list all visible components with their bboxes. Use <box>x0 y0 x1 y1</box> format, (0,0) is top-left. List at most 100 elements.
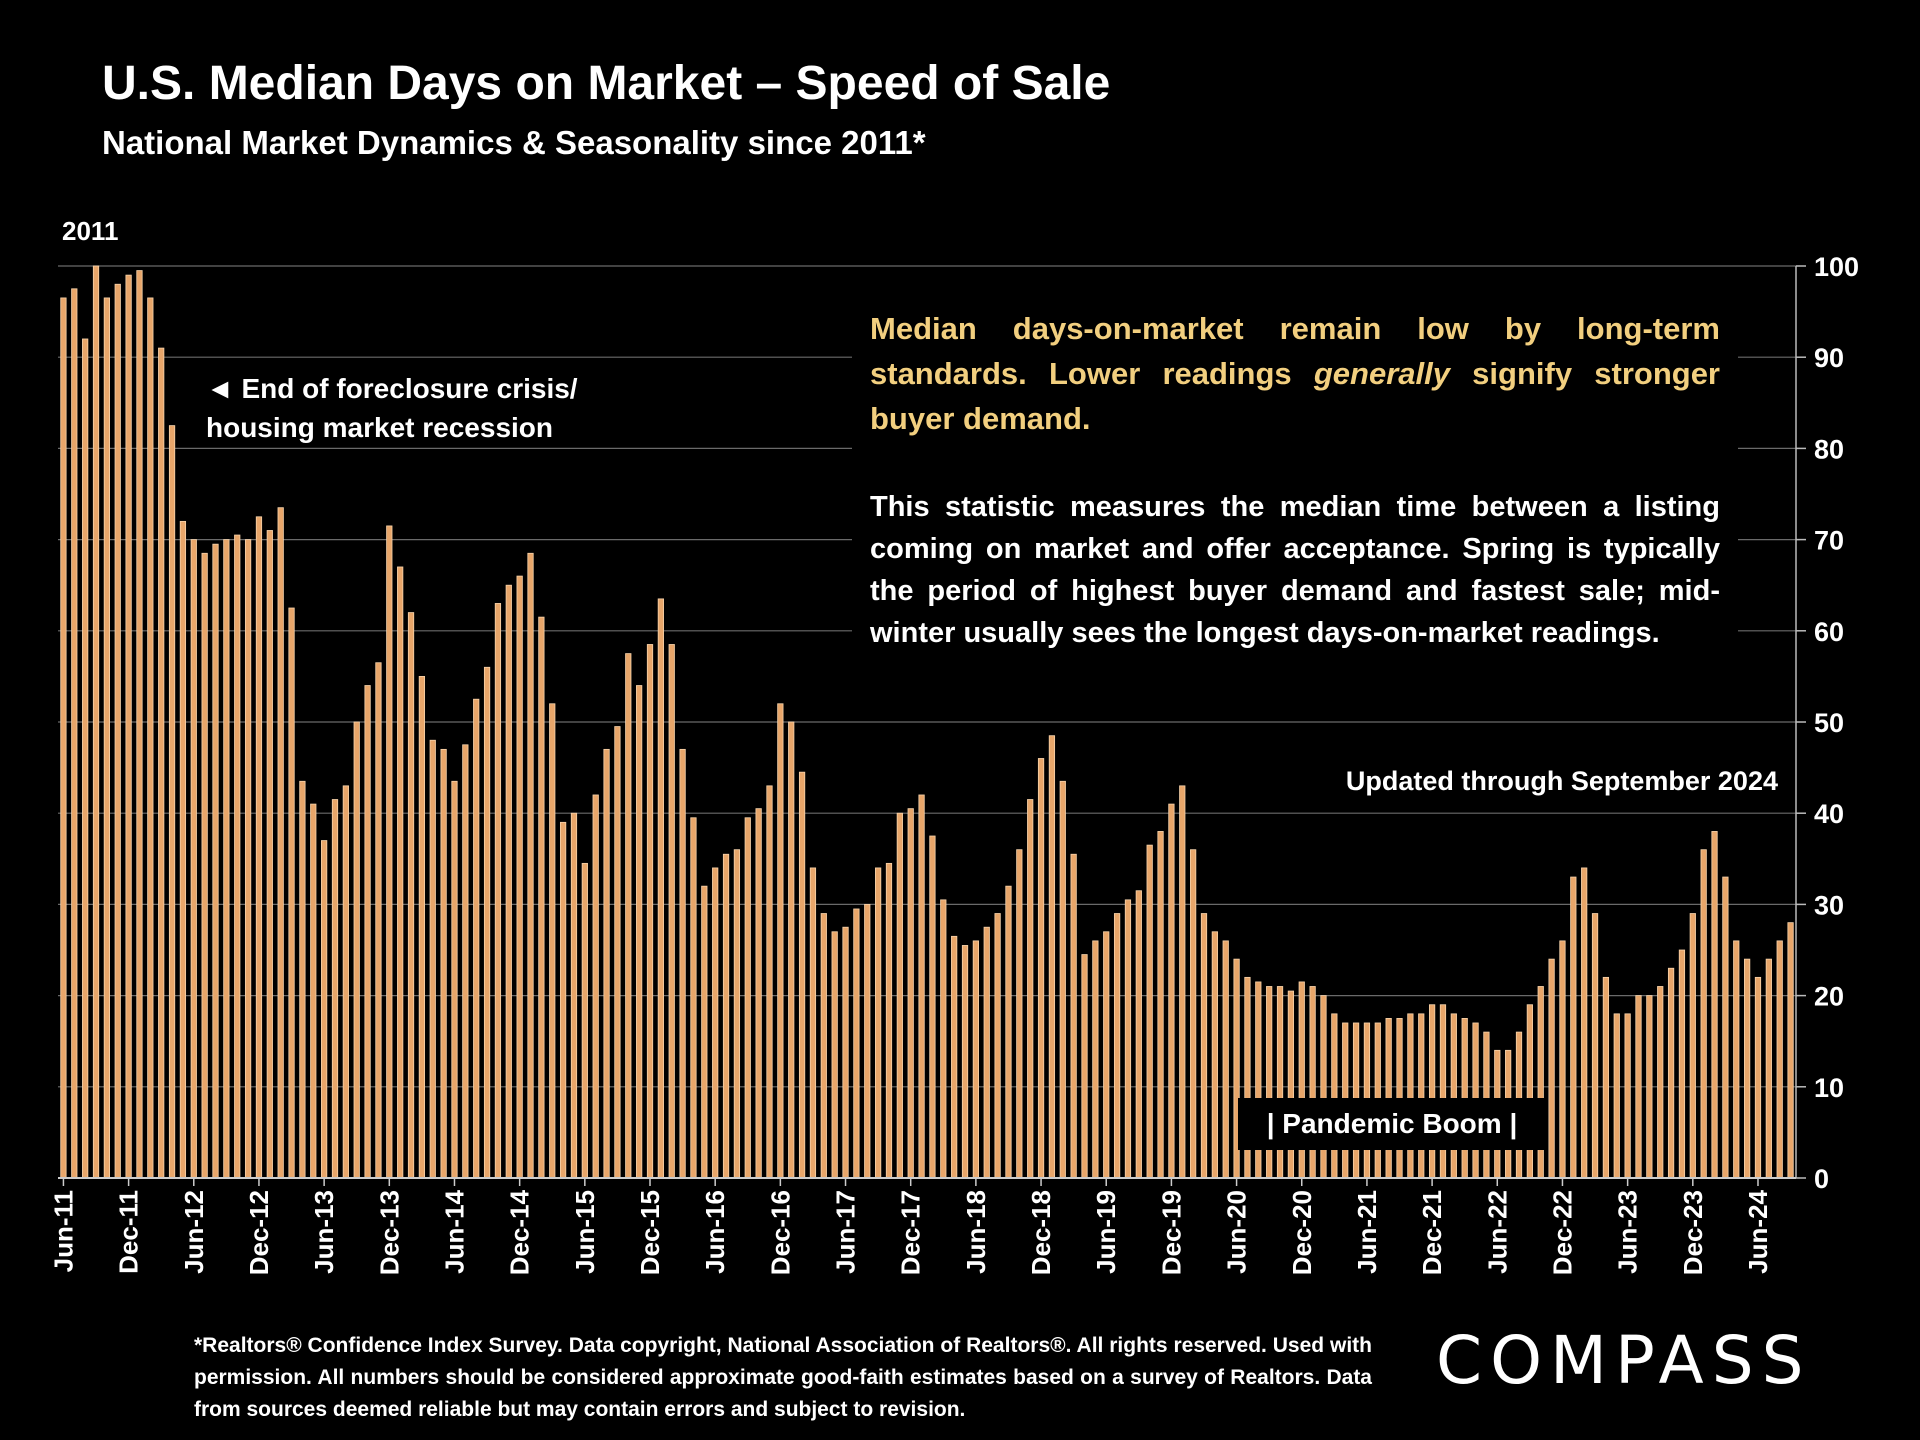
bar <box>1678 949 1686 1179</box>
bar <box>1657 986 1664 1179</box>
x-tick-label: Jun-17 <box>831 1190 861 1274</box>
bar <box>1787 922 1794 1179</box>
x-tick-label: Dec-19 <box>1156 1190 1186 1275</box>
bar <box>1711 831 1718 1179</box>
bar <box>570 812 578 1179</box>
x-tick-label: Jun-12 <box>179 1190 209 1274</box>
bar <box>82 338 89 1179</box>
y-tick-label: 10 <box>1814 1073 1844 1103</box>
bar <box>1733 940 1740 1179</box>
bar <box>1168 803 1175 1179</box>
bar <box>462 744 469 1179</box>
x-tick-label: Dec-20 <box>1287 1190 1317 1275</box>
bar <box>1407 1013 1414 1179</box>
bar <box>527 552 534 1179</box>
bar <box>853 908 860 1179</box>
bar <box>875 867 882 1179</box>
bar <box>559 821 567 1179</box>
bar <box>266 530 273 1179</box>
x-tick-label: Dec-12 <box>244 1190 274 1275</box>
x-tick-label: Jun-14 <box>439 1189 469 1273</box>
bar <box>342 785 349 1179</box>
bar <box>147 297 154 1179</box>
y-tick-label: 50 <box>1814 708 1844 738</box>
bar <box>798 771 806 1179</box>
bar <box>179 520 187 1179</box>
bar <box>1027 799 1034 1179</box>
x-tick-label: Dec-13 <box>374 1190 404 1275</box>
bar <box>255 516 263 1179</box>
bar <box>549 703 556 1179</box>
bar <box>820 913 827 1179</box>
bar <box>516 575 523 1179</box>
bar <box>158 347 165 1179</box>
bar <box>701 885 708 1179</box>
bar <box>896 812 903 1179</box>
bar <box>1450 1013 1457 1179</box>
bar <box>397 566 404 1179</box>
bar <box>788 721 795 1179</box>
x-tick-label: Dec-21 <box>1417 1190 1447 1275</box>
x-tick-label: Jun-16 <box>700 1190 730 1274</box>
bar <box>244 539 252 1179</box>
bar <box>473 698 480 1179</box>
bar <box>288 607 295 1179</box>
bar <box>1320 995 1327 1179</box>
bar <box>538 616 545 1179</box>
bar <box>603 748 610 1179</box>
y-tick-label: 40 <box>1814 799 1844 829</box>
bar <box>114 283 121 1179</box>
bar <box>1700 849 1707 1179</box>
bar <box>201 552 208 1179</box>
x-tick-label: Dec-23 <box>1678 1190 1708 1275</box>
bar <box>679 748 686 1179</box>
bar <box>451 780 458 1179</box>
x-tick-label: Jun-13 <box>309 1190 339 1274</box>
y-tick-label: 0 <box>1814 1164 1829 1194</box>
bar <box>1624 1013 1631 1179</box>
bar <box>918 794 925 1179</box>
updated-label: Updated through September 2024 <box>1345 766 1778 796</box>
insight-part-2: signify stronger buyer demand. <box>870 356 1720 436</box>
bar <box>1070 853 1077 1179</box>
y-tick-label: 100 <box>1814 252 1859 282</box>
insight-part-1: Median days-on-market remain low by long… <box>870 311 1720 391</box>
bar <box>353 721 360 1179</box>
x-tick-label: Dec-16 <box>765 1190 795 1275</box>
bar <box>842 926 849 1179</box>
bar <box>1428 1004 1436 1179</box>
bar <box>961 945 969 1179</box>
bar <box>234 534 241 1179</box>
bar <box>168 425 176 1179</box>
bar <box>1124 899 1132 1179</box>
bar <box>1591 913 1599 1179</box>
bar <box>1059 780 1066 1179</box>
bar <box>831 931 838 1179</box>
bar <box>375 662 382 1179</box>
annotation-box <box>852 292 1738 648</box>
x-tick-label: Dec-15 <box>635 1190 665 1275</box>
pandemic-boom-label: | Pandemic Boom | <box>1238 1098 1546 1150</box>
foreclosure-line-2: housing market recession <box>206 412 554 443</box>
bar <box>386 525 393 1179</box>
chart-title: U.S. Median Days on Market – Speed of Sa… <box>102 57 1111 110</box>
bar <box>310 803 317 1179</box>
bar <box>407 612 415 1179</box>
bar <box>1222 940 1229 1179</box>
bar <box>429 739 436 1179</box>
bar <box>1113 913 1121 1179</box>
bar <box>592 794 599 1179</box>
y-tick-label: 90 <box>1814 343 1844 373</box>
bar <box>494 603 502 1179</box>
bar <box>1722 876 1729 1179</box>
bar <box>299 780 306 1179</box>
bar <box>103 297 110 1179</box>
bar <box>766 785 773 1179</box>
bar <box>614 726 621 1179</box>
bar <box>1667 967 1675 1179</box>
bar <box>1526 1004 1533 1179</box>
bar <box>1754 976 1762 1179</box>
bar <box>1439 1004 1447 1179</box>
bar <box>929 835 936 1179</box>
bar <box>907 808 914 1179</box>
